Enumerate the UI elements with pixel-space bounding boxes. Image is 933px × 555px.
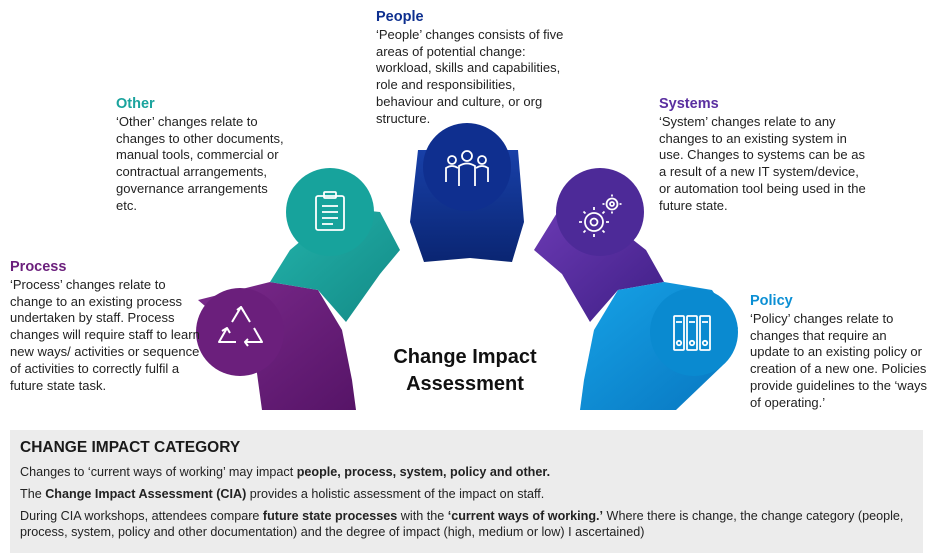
people-desc: ‘People’ changes consists of five areas … bbox=[376, 26, 564, 126]
process-title: Process bbox=[10, 259, 67, 275]
recycle-icon bbox=[218, 306, 263, 347]
clipboard-icon bbox=[315, 191, 345, 231]
policy-icon-circle bbox=[650, 288, 738, 376]
panel-line-3: During CIA workshops, attendees compare … bbox=[20, 509, 904, 539]
binders-icon bbox=[673, 315, 711, 351]
panel-line-2: The Change Impact Assessment (CIA) provi… bbox=[20, 487, 545, 501]
center-title: Change Impact Assessment bbox=[393, 346, 537, 395]
people-icon-circle bbox=[423, 123, 511, 211]
policy-block: Policy ‘Policy’ changes relate to change… bbox=[750, 293, 928, 412]
process-desc: ‘Process’ changes relate to change to an… bbox=[10, 276, 200, 393]
policy-title: Policy bbox=[750, 293, 793, 309]
other-block: Other ‘Other’ changes relate to changes … bbox=[116, 96, 288, 215]
other-desc: ‘Other’ changes relate to changes to oth… bbox=[116, 113, 284, 213]
policy-desc: ‘Policy’ changes relate to changes that … bbox=[750, 310, 928, 410]
other-title: Other bbox=[116, 96, 155, 112]
panel-heading: CHANGE IMPACT CATEGORY bbox=[20, 439, 241, 456]
people-title: People bbox=[376, 9, 424, 25]
gears-icon bbox=[579, 194, 622, 237]
process-block: Process ‘Process’ changes relate to chan… bbox=[10, 259, 200, 394]
panel-line-1: Changes to ‘current ways of working’ may… bbox=[20, 465, 551, 479]
category-diagram bbox=[196, 123, 738, 410]
systems-icon-circle bbox=[556, 168, 644, 256]
systems-block: Systems ‘System’ changes relate to any c… bbox=[659, 96, 873, 215]
people-block: People ‘People’ changes consists of five… bbox=[376, 9, 576, 128]
systems-desc: ‘System’ changes relate to any changes t… bbox=[659, 113, 866, 213]
people-icon bbox=[445, 150, 489, 186]
systems-title: Systems bbox=[659, 96, 719, 112]
other-segment bbox=[270, 208, 400, 322]
change-impact-category-panel: CHANGE IMPACT CATEGORY Changes to ‘curre… bbox=[10, 430, 923, 553]
process-icon-circle bbox=[196, 288, 284, 376]
